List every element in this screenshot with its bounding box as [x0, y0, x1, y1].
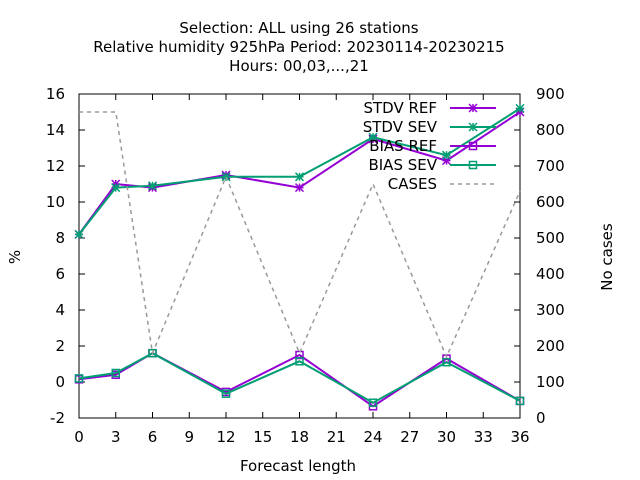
y-tick-label: 10 [46, 193, 65, 211]
series-bias-sev [74, 348, 525, 407]
series-line [78, 352, 521, 408]
y-axis-ticks: -2 0 2 4 6 8 10 12 14 16 [46, 85, 85, 427]
y2-axis-ticks: 0 100 200 300 400 500 600 700 800 900 [514, 85, 565, 427]
data-point [111, 183, 121, 193]
data-point [221, 172, 231, 182]
data-point [74, 229, 84, 239]
series-stdv-sev [74, 103, 525, 239]
y-tick-label: 14 [46, 121, 65, 139]
legend-label: STDV REF [363, 99, 437, 117]
x-tick-label: 33 [474, 428, 493, 446]
legend-item: STDV SEV [363, 118, 496, 136]
data-point [442, 357, 451, 367]
y2-tick-label: 400 [536, 265, 565, 283]
title-line-1: Selection: ALL using 26 stations [179, 19, 418, 37]
legend-label: STDV SEV [363, 118, 438, 136]
y2-axis-label: No cases [598, 223, 616, 291]
series-cases [79, 111, 521, 359]
x-tick-label: 21 [327, 428, 346, 446]
data-point [368, 398, 378, 407]
title-line-2: Relative humidity 925hPa Period: 2023011… [93, 38, 504, 56]
legend-label: CASES [388, 175, 437, 193]
y2-tick-label: 500 [536, 229, 565, 247]
y-tick-label: 0 [55, 373, 65, 391]
legend-item: BIAS REF [369, 137, 496, 155]
x-tick-label: 6 [148, 428, 158, 446]
data-point [111, 368, 120, 378]
x-tick-label: 0 [74, 428, 84, 446]
y-tick-label: 8 [55, 229, 65, 247]
y-tick-label: 16 [46, 85, 65, 103]
data-point [515, 103, 525, 113]
x-tick-label: 36 [510, 428, 529, 446]
data-point [147, 181, 158, 191]
legend-label: BIAS SEV [368, 156, 437, 174]
series-line [78, 107, 521, 236]
data-point [295, 357, 304, 366]
data-point [515, 396, 525, 406]
y-tick-label: 12 [46, 157, 65, 175]
legend-marker [468, 103, 478, 113]
x-tick-label: 12 [216, 428, 235, 446]
y-tick-label: 6 [55, 265, 65, 283]
data-point [441, 150, 452, 160]
y2-tick-label: 600 [536, 193, 565, 211]
x-tick-label: 3 [111, 428, 121, 446]
legend-marker [468, 122, 478, 132]
series-line [79, 111, 521, 359]
series-layer [74, 103, 525, 411]
plot-border [78, 93, 521, 419]
x-axis-label: Forecast length [240, 457, 356, 475]
x-tick-label: 9 [184, 428, 194, 446]
title-line-3: Hours: 00,03,...,21 [229, 57, 369, 75]
data-point [368, 132, 378, 142]
y-tick-label: 4 [55, 301, 65, 319]
x-tick-label: 24 [363, 428, 382, 446]
data-point [221, 389, 231, 398]
data-point [74, 374, 84, 383]
legend-label: BIAS REF [369, 137, 437, 155]
y-tick-label: -2 [50, 409, 65, 427]
series-line [78, 352, 521, 404]
x-tick-label: 27 [400, 428, 419, 446]
x-tick-label: 15 [253, 428, 272, 446]
plot-frame [78, 93, 521, 419]
y2-tick-label: 900 [536, 85, 565, 103]
y2-tick-label: 100 [536, 373, 565, 391]
y2-tick-label: 700 [536, 157, 565, 175]
y2-tick-label: 800 [536, 121, 565, 139]
data-point [294, 172, 305, 182]
legend-item: BIAS SEV [368, 156, 496, 174]
legend-marker [468, 160, 478, 170]
data-point [148, 348, 157, 358]
x-axis-ticks: 0 3 6 9 12 15 18 21 24 27 30 33 36 [74, 94, 530, 446]
y2-tick-label: 200 [536, 337, 565, 355]
y-tick-label: 2 [55, 337, 65, 355]
legend-marker [468, 141, 478, 151]
legend-item: STDV REF [363, 99, 496, 117]
y2-tick-label: 0 [536, 409, 546, 427]
legend-item: CASES [388, 175, 496, 193]
data-point [294, 183, 305, 193]
series-line [78, 111, 521, 235]
x-tick-label: 18 [290, 428, 309, 446]
chart-title: Selection: ALL using 26 stations Relativ… [93, 19, 504, 75]
y-axis-label: % [6, 250, 24, 264]
y2-tick-label: 300 [536, 301, 565, 319]
x-tick-label: 30 [437, 428, 456, 446]
